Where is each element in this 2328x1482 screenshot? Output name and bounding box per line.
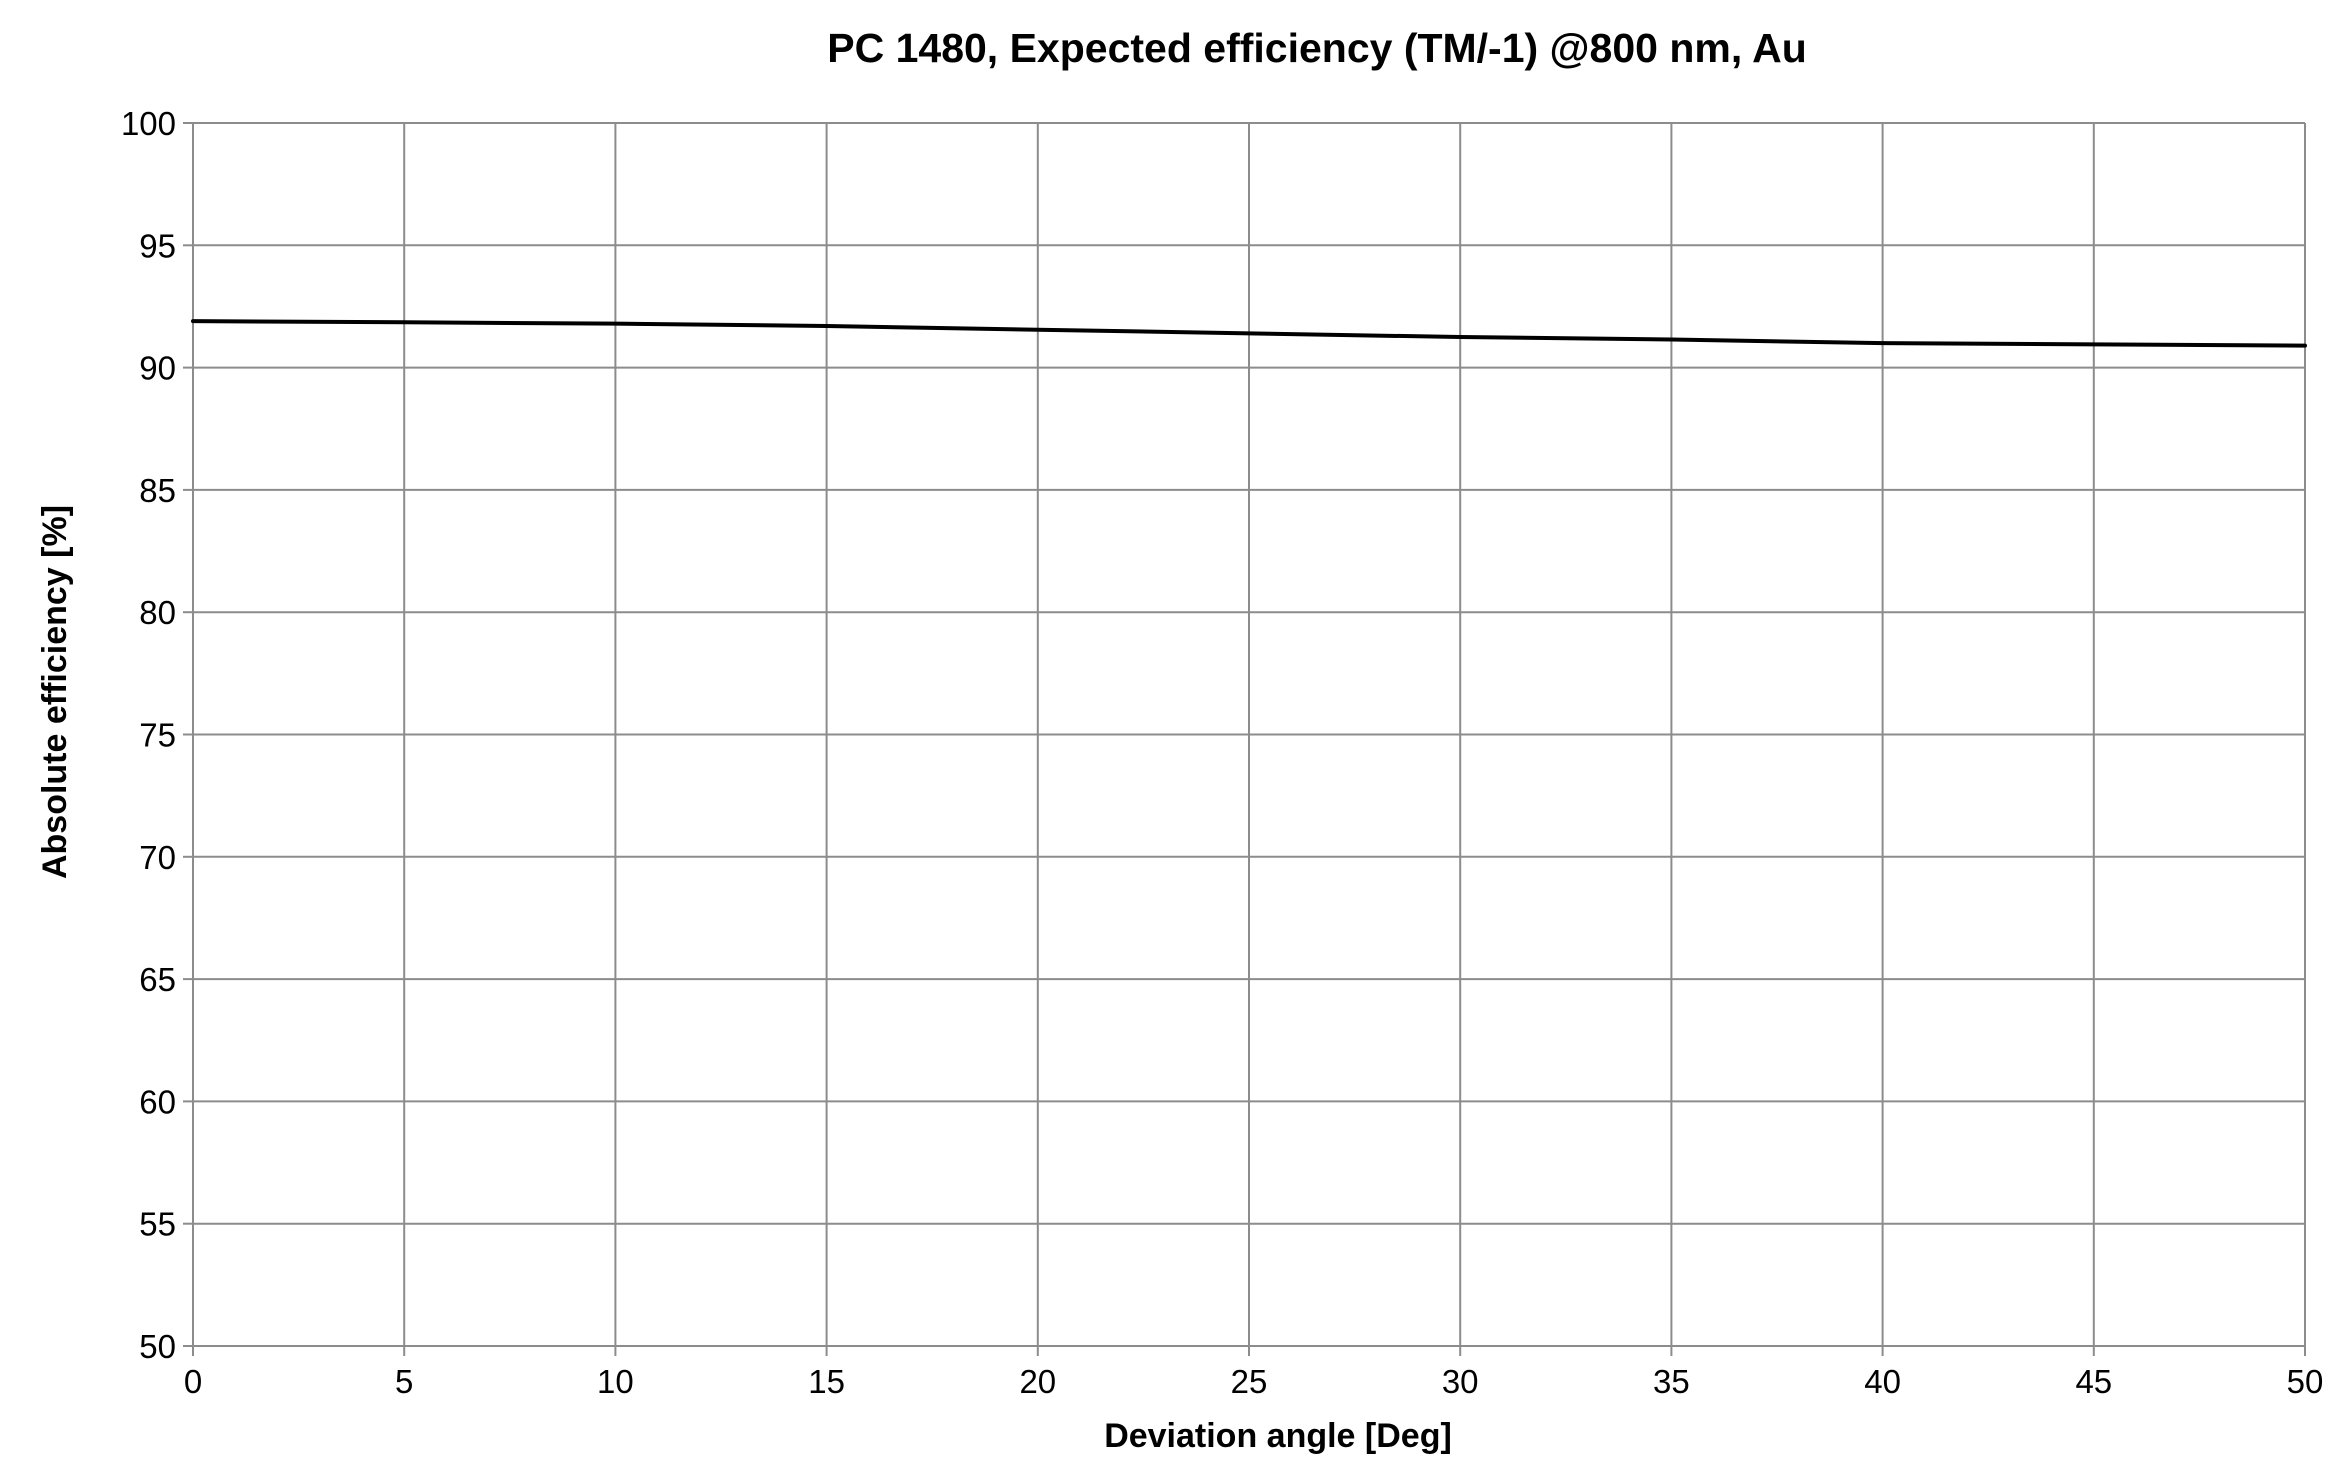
x-tick-label: 40 — [1864, 1363, 1901, 1400]
x-tick-label: 30 — [1442, 1363, 1479, 1400]
y-tick-label: 70 — [139, 839, 176, 876]
chart-title: PC 1480, Expected efficiency (TM/-1) @80… — [827, 25, 1807, 71]
x-tick-label: 35 — [1653, 1363, 1690, 1400]
x-axis-ticks: 0 5 10 15 20 25 30 35 40 45 50 — [184, 1346, 2324, 1400]
efficiency-series-line — [191, 319, 2307, 348]
series — [191, 319, 2307, 348]
y-tick-label: 50 — [139, 1328, 176, 1365]
y-tick-label: 95 — [139, 227, 176, 264]
y-axis-label: Absolute efficiency [%] — [36, 505, 74, 879]
y-tick-label: 55 — [139, 1206, 176, 1243]
y-tick-label: 65 — [139, 961, 176, 998]
grid — [193, 122, 2306, 1346]
y-axis-ticks: 50 55 60 65 70 75 80 85 90 95 100 — [121, 105, 193, 1365]
x-tick-label: 20 — [1019, 1363, 1056, 1400]
x-tick-label: 15 — [808, 1363, 845, 1400]
x-tick-label: 25 — [1231, 1363, 1268, 1400]
x-tick-label: 45 — [2075, 1363, 2112, 1400]
y-tick-label: 60 — [139, 1083, 176, 1120]
x-axis-label: Deviation angle [Deg] — [1104, 1417, 1452, 1455]
x-tick-label: 10 — [597, 1363, 634, 1400]
x-tick-label: 0 — [184, 1363, 202, 1400]
y-tick-label: 75 — [139, 717, 176, 754]
y-tick-label: 80 — [139, 594, 176, 631]
y-tick-label: 85 — [139, 472, 176, 509]
x-tick-label: 50 — [2287, 1363, 2324, 1400]
y-tick-label: 90 — [139, 350, 176, 387]
y-tick-label: 100 — [121, 105, 176, 142]
x-tick-label: 5 — [395, 1363, 413, 1400]
